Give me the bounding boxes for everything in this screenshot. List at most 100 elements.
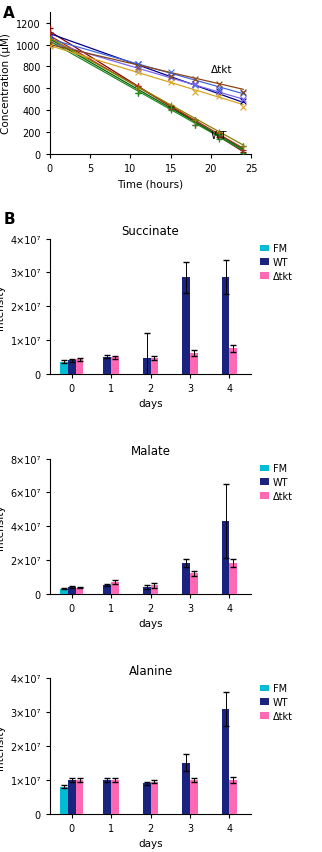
Point [192,73,197,87]
Point [47,32,52,46]
Y-axis label: Intensity: Intensity [0,284,5,330]
Bar [151,585,158,594]
Bar [151,359,158,374]
Bar [222,521,230,594]
Point [136,87,141,101]
Bar [60,362,68,374]
Bar [143,783,150,814]
Bar [190,573,198,594]
X-axis label: days: days [138,619,163,629]
Point [136,60,141,74]
Bar [143,359,150,374]
Point [192,119,197,133]
Point [241,140,246,153]
Bar [190,354,198,374]
Point [192,113,197,127]
Bar [230,563,237,594]
Bar [230,780,237,814]
Point [136,58,141,72]
Point [47,22,52,36]
Point [136,80,141,94]
Legend: FM, WT, Δtkt: FM, WT, Δtkt [260,463,293,502]
Y-axis label: Concentration (μM): Concentration (μM) [1,33,11,134]
Point [241,95,246,109]
Point [216,133,222,147]
Point [168,103,173,117]
Bar [143,587,150,594]
Point [168,76,173,89]
X-axis label: Time (hours): Time (hours) [118,179,184,189]
Legend: FM, WT, Δtkt: FM, WT, Δtkt [260,245,293,282]
Point [47,32,52,45]
Bar [111,780,119,814]
Point [47,32,52,46]
Text: A: A [3,6,15,21]
Point [168,70,173,83]
Point [241,93,246,106]
Bar [222,709,230,814]
Y-axis label: Intensity: Intensity [0,504,5,550]
Bar [76,360,83,374]
Point [192,119,197,133]
Point [136,87,141,101]
Bar [76,588,83,594]
Point [47,27,52,41]
Point [216,90,222,104]
Bar [76,780,83,814]
Point [192,78,197,92]
Bar [60,589,68,594]
Bar [103,357,111,374]
Point [168,66,173,80]
Text: B: B [3,211,15,227]
Point [168,71,173,84]
Bar [111,358,119,374]
Point [241,147,246,161]
Point [192,78,197,92]
Title: Malate: Malate [130,445,171,458]
Bar [103,585,111,594]
Bar [182,763,190,814]
Text: WT: WT [211,131,227,141]
Point [136,58,141,72]
Point [168,101,173,114]
Point [47,34,52,48]
Point [241,101,246,114]
Bar [182,278,190,374]
Point [241,86,246,100]
Text: Δtkt: Δtkt [211,65,232,74]
Point [216,78,222,92]
Point [241,144,246,158]
Point [241,87,246,101]
Y-axis label: Intensity: Intensity [0,723,5,769]
Point [168,104,173,118]
Bar [103,780,111,814]
Point [192,114,197,128]
Bar [60,786,68,814]
Point [192,78,197,92]
Bar [151,781,158,814]
Bar [68,360,76,374]
Point [216,128,222,141]
Point [168,101,173,114]
Bar [68,587,76,594]
Point [216,83,222,96]
Point [47,38,52,52]
Point [47,40,52,54]
Point [192,86,197,100]
Legend: FM, WT, Δtkt: FM, WT, Δtkt [260,683,293,722]
X-axis label: days: days [138,838,163,849]
Point [216,126,222,140]
Point [216,131,222,145]
Point [47,29,52,43]
Bar [182,563,190,594]
Bar [111,582,119,594]
Point [136,66,141,80]
Bar [222,278,230,374]
Point [136,80,141,94]
Point [216,86,222,100]
Point [47,33,52,47]
Point [136,63,141,77]
Bar [230,349,237,374]
Point [136,82,141,95]
Point [192,114,197,128]
